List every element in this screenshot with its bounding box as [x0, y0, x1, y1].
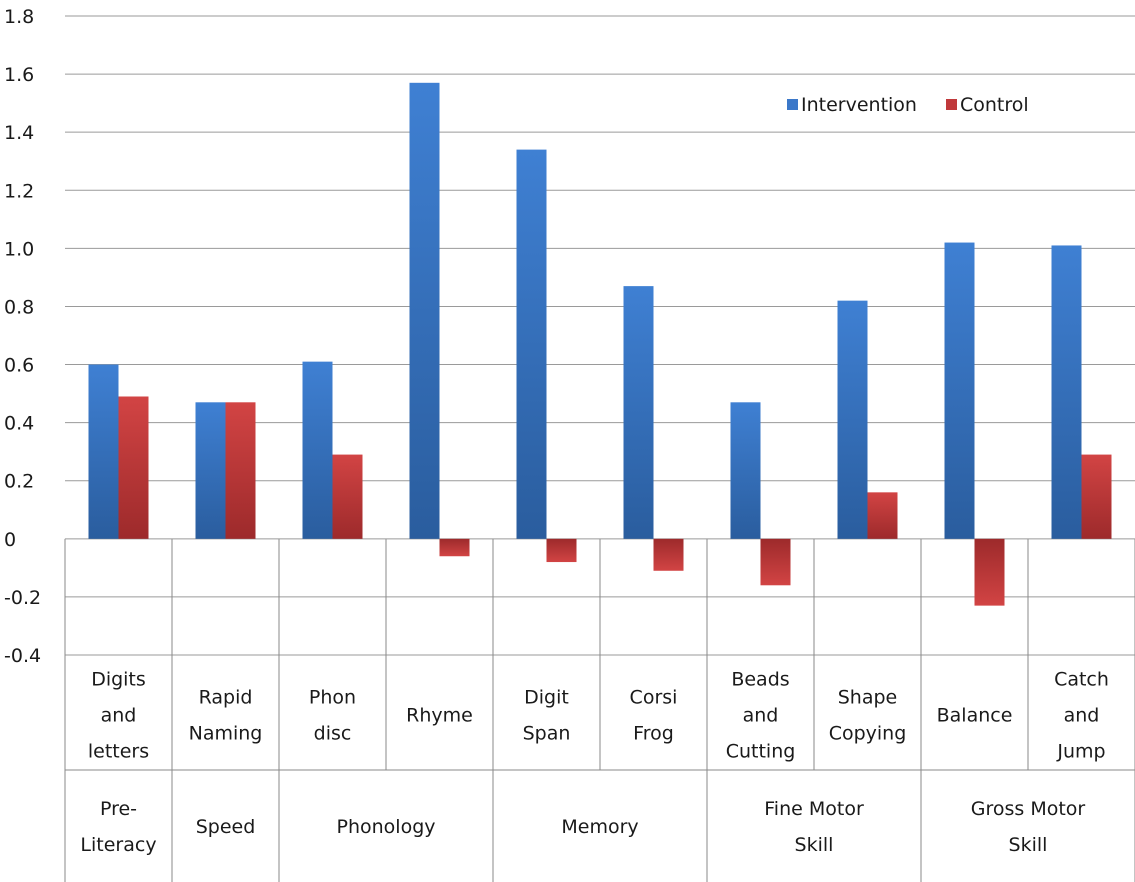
- y-tick-label: 1.6: [4, 64, 34, 86]
- category-label: Rapid Naming: [189, 687, 263, 745]
- bar-intervention: [409, 82, 440, 539]
- bar-control: [439, 538, 470, 557]
- bar-control: [653, 538, 684, 571]
- category-label: Rhyme: [406, 705, 473, 727]
- bar-intervention: [837, 300, 868, 539]
- bars: [88, 82, 1112, 606]
- category-table: [64, 538, 1135, 882]
- bar-intervention: [302, 361, 333, 539]
- y-tick-label: 1.4: [4, 122, 34, 144]
- legend-swatch-intervention: [787, 99, 798, 110]
- bar-control: [760, 538, 791, 586]
- y-tick-label: 0: [4, 529, 16, 551]
- group-label: Gross Motor Skill: [971, 798, 1086, 856]
- category-label: Phon disc: [309, 687, 356, 745]
- bar-intervention: [1051, 245, 1082, 539]
- group-label: Fine Motor Skill: [764, 798, 864, 856]
- y-tick-label: 1.2: [4, 180, 34, 202]
- y-tick-label: -0.2: [4, 587, 41, 609]
- category-label: Catch and Jump: [1054, 669, 1109, 763]
- group-label: Phonology: [337, 816, 436, 838]
- bar-control: [118, 396, 149, 539]
- category-label: Balance: [937, 705, 1013, 727]
- group-label: Pre-Literacy: [80, 798, 156, 856]
- group-label: Memory: [561, 816, 638, 838]
- bar-intervention: [730, 402, 761, 539]
- category-label: Digit Span: [523, 687, 571, 745]
- category-labels: Digits and letters Rapid Naming Phon disc Rhyme…: [80, 669, 1109, 857]
- y-tick-label: 0.6: [4, 355, 34, 377]
- bar-intervention: [516, 149, 547, 539]
- legend-swatch-control: [946, 99, 957, 110]
- bar-control: [546, 538, 577, 563]
- bar-control: [1081, 454, 1112, 539]
- bar-intervention: [88, 364, 119, 539]
- bar-intervention: [195, 402, 226, 539]
- bar-control: [332, 454, 363, 539]
- y-tick-label: 1.0: [4, 238, 34, 260]
- category-label: Corsi Frog: [630, 687, 678, 745]
- bar-control: [974, 538, 1005, 606]
- y-tick-label: 0.2: [4, 471, 34, 493]
- category-label: Digits and letters: [88, 669, 149, 763]
- group-label: Speed: [196, 816, 256, 838]
- category-label: Shape Copying: [829, 687, 907, 745]
- legend: Intervention Control: [787, 94, 1029, 116]
- bar-intervention: [623, 286, 654, 539]
- y-tick-label: 0.4: [4, 413, 34, 435]
- legend-label-control: Control: [960, 94, 1029, 116]
- bar-control: [867, 492, 898, 539]
- legend-label-intervention: Intervention: [801, 94, 917, 116]
- y-tick-label: 1.8: [4, 6, 34, 28]
- bar-intervention: [944, 242, 975, 539]
- y-tick-label: 0.8: [4, 296, 34, 318]
- category-label: Beads and Cutting: [726, 669, 796, 763]
- y-tick-label: -0.4: [4, 645, 41, 667]
- bar-control: [225, 402, 256, 539]
- y-axis-ticks: 1.8 1.6 1.4 1.2 1.0 0.8 0.6 0.4 0.2 0 -0.2 -0.4: [4, 6, 41, 667]
